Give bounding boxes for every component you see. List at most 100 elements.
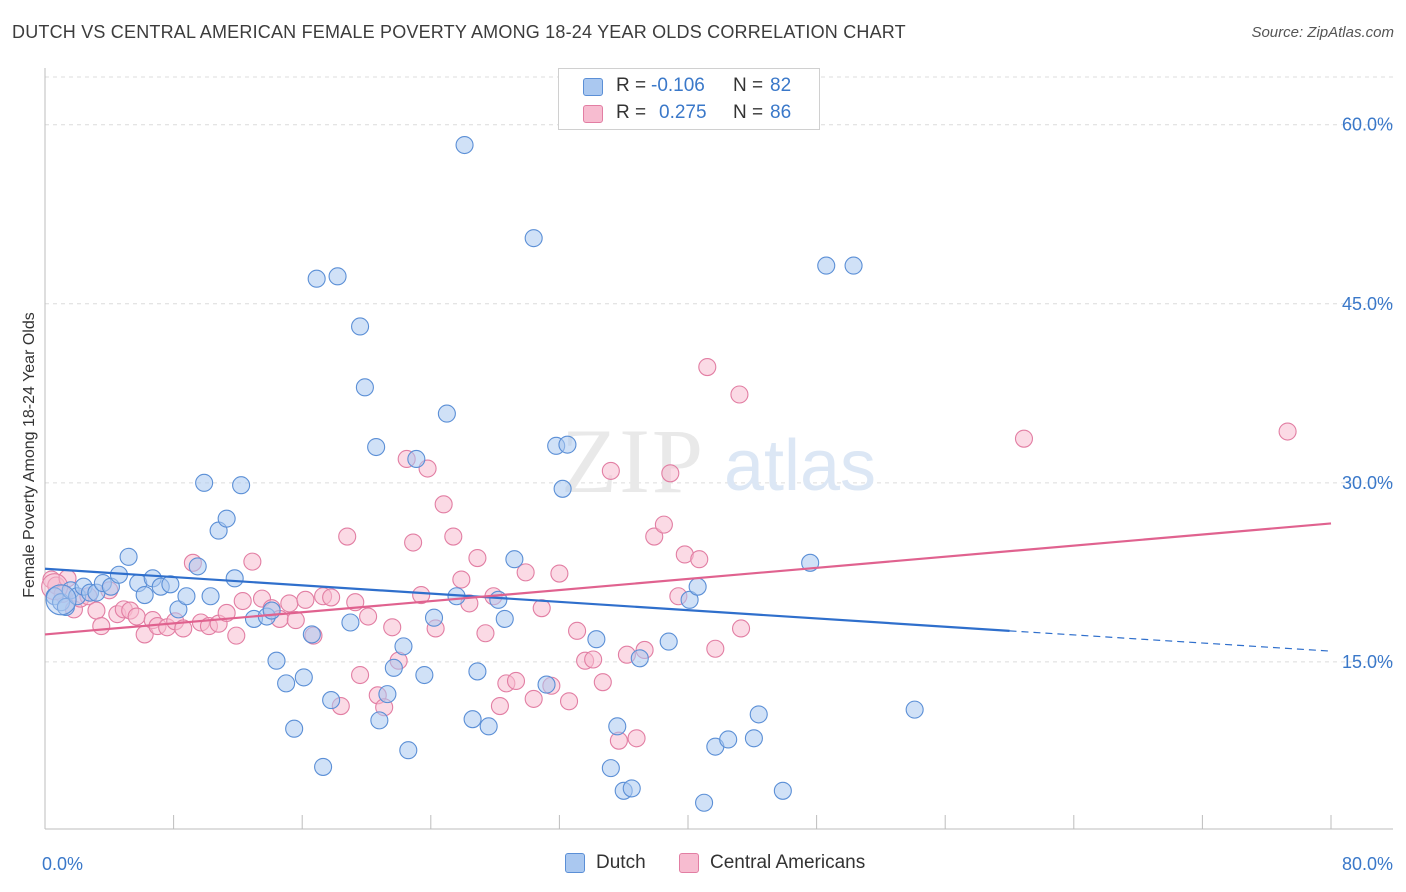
dutch-point [587,630,606,649]
dutch-point [169,600,188,619]
legend-dutch-r-value: -0.106 [651,75,705,96]
dutch-point [307,269,326,288]
dutch-point [695,793,714,812]
dutch-point [558,435,577,454]
dutch-point [277,674,296,693]
trend-lines [44,522,1332,652]
dutch-point [378,685,397,704]
dutch-point [195,473,214,492]
dutch-trend-line [44,567,1010,632]
central-americans-point [227,626,246,645]
correlation-legend: R = -0.106 N = 82 R = 0.275 N = 86 [558,68,820,130]
dutch-point [479,717,498,736]
dutch-point [201,587,220,606]
dutch-point [355,378,374,397]
central-americans-point [434,495,453,514]
dutch-point [905,700,924,719]
central-americans-point [490,697,509,716]
central-americans-point [174,619,193,638]
dutch-point [424,608,444,627]
dutch-swatch [583,78,603,96]
dutch-point [680,590,699,609]
dutch-point [622,779,641,798]
legend-central-n-value: 86 [770,102,792,123]
dutch-point [161,575,180,594]
dutch-point [468,662,487,681]
dutch-point [232,476,251,495]
x-tick-label: 80.0% [1342,854,1393,874]
dutch-point-cluster [45,584,77,616]
dutch-point [463,710,482,729]
central-americans-point [524,689,543,708]
y-tick-label: 15.0% [1342,652,1393,672]
dutch-point [188,557,207,576]
axes [44,68,1393,830]
central-americans-point [351,665,370,685]
y-tick-label: 30.0% [1342,473,1393,493]
y-tick-label: 60.0% [1342,115,1393,135]
central-americans-point [243,552,262,571]
gridlines [45,76,1393,663]
central-americans-point [383,618,402,637]
source-credit: Source: ZipAtlas.com [1251,24,1394,41]
dutch-point [394,637,413,656]
dutch-point [294,668,313,687]
dutch-point [399,741,418,760]
dutch-trend-extension [1009,630,1332,652]
dutch-point [659,632,678,651]
central-americans-point [280,594,299,613]
central-americans-point [584,650,603,669]
central-americans-point [645,527,664,546]
chart-title: DUTCH VS CENTRAL AMERICAN FEMALE POVERTY… [12,22,906,42]
watermark: ZIP atlas [561,410,876,512]
central-americans-point [322,588,341,607]
dutch-point [455,135,474,155]
dutch-point [177,587,196,606]
central-americans-point [516,563,535,582]
central-americans-point [296,590,315,609]
dutch-point [322,691,341,710]
dutch-points [45,135,924,812]
central-americans-point [730,385,749,404]
dutch-point [262,601,281,620]
central-americans-point [559,692,579,711]
central-americans-point [601,461,620,480]
central-americans-point [217,603,236,622]
central-americans-points [41,358,1297,750]
central-americans-point [690,550,709,569]
central-legend-label: Central Americans [710,852,866,873]
dutch-point [217,509,236,528]
dutch-point [817,256,836,275]
central-americans-point [444,527,463,546]
dutch-point [749,705,768,724]
dutch-point [407,449,426,469]
central-americans-point [476,624,495,643]
central-americans-point [627,729,646,748]
dutch-point [844,256,863,275]
central-americans-point [731,619,751,638]
dutch-point [225,569,244,588]
y-tick-label: 45.0% [1342,294,1393,314]
dutch-point [630,649,649,668]
central-americans-point [92,617,111,636]
central-americans-point [506,671,526,691]
central-americans-point [127,607,146,626]
legend-central-n-label: N = [733,102,764,123]
legend-dutch-r-label: R = [616,75,647,96]
central-swatch [583,105,603,123]
legend-central-r-label: R = [616,102,647,123]
central-americans-point [1278,422,1297,441]
dutch-point [688,577,707,596]
central-americans-point [1014,429,1034,448]
dutch-point [608,717,627,736]
central-americans-point [452,570,471,589]
dutch-point [744,729,763,748]
dutch-point [415,665,434,685]
dutch-point [495,609,514,628]
dutch-point [384,658,403,677]
central-americans-point [568,621,587,640]
legend-central-r-value: 0.275 [659,102,707,123]
watermark-atlas: atlas [724,426,876,506]
dutch-point [367,437,386,457]
